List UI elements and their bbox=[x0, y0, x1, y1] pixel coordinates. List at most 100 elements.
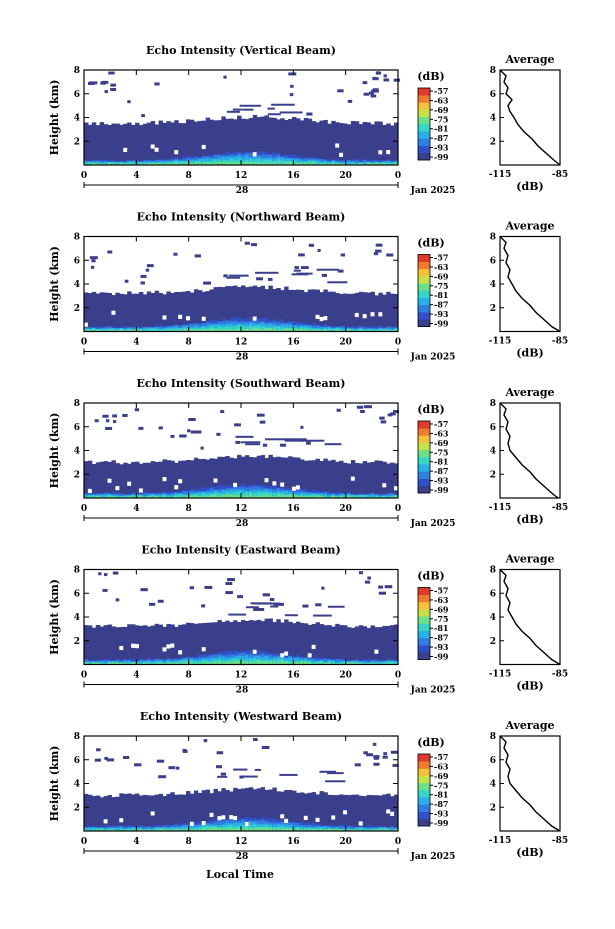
echo-cell bbox=[221, 660, 226, 665]
scattered-echo bbox=[366, 753, 374, 757]
echo-cell bbox=[217, 162, 222, 165]
x-tick-label: 4 bbox=[133, 338, 139, 348]
colorbar-unit: (dB) bbox=[417, 403, 444, 416]
scattered-echo bbox=[179, 434, 187, 438]
echo-cell bbox=[354, 462, 360, 498]
echo-cell bbox=[87, 162, 93, 165]
scattered-echo bbox=[262, 443, 268, 447]
scattered-echo bbox=[373, 252, 379, 256]
data-gap bbox=[303, 815, 309, 820]
echo-cell bbox=[335, 829, 340, 831]
colorbar-swatch bbox=[418, 630, 430, 639]
colorbar-swatch bbox=[418, 790, 430, 798]
colorbar-swatch bbox=[418, 587, 430, 595]
data-gap bbox=[123, 147, 128, 152]
echo-cell bbox=[248, 658, 254, 665]
echo-cell bbox=[209, 458, 215, 498]
data-gap bbox=[87, 488, 93, 494]
echo-cell bbox=[319, 624, 324, 665]
echo-cell bbox=[119, 662, 124, 665]
echo-cell bbox=[174, 162, 179, 165]
echo-cell bbox=[237, 454, 242, 498]
echo-cell bbox=[99, 626, 105, 665]
echo-cell bbox=[146, 163, 152, 165]
echo-cell bbox=[339, 794, 344, 831]
scattered-echo bbox=[217, 775, 228, 778]
scattered-echo bbox=[127, 100, 131, 104]
data-gap bbox=[221, 815, 226, 820]
echo-cell bbox=[95, 495, 101, 498]
echo-cell bbox=[221, 327, 226, 332]
echo-cell bbox=[233, 326, 238, 332]
echo-cell bbox=[123, 462, 128, 498]
echo-cell bbox=[315, 661, 320, 665]
data-gap bbox=[284, 818, 289, 824]
scattered-echo bbox=[390, 412, 396, 416]
data-gap bbox=[378, 150, 383, 155]
echo-cell bbox=[205, 662, 211, 665]
echo-cell bbox=[162, 795, 167, 831]
echo-cell bbox=[323, 829, 328, 831]
echo-cell bbox=[288, 657, 293, 665]
colorbar-tick-label: -99 bbox=[434, 319, 449, 329]
echo-cell bbox=[354, 827, 360, 831]
echo-cell bbox=[303, 829, 309, 831]
echo-cell bbox=[182, 291, 187, 332]
echo-cell bbox=[323, 119, 328, 165]
echo-cell bbox=[146, 462, 152, 498]
scattered-echo bbox=[383, 74, 387, 78]
y-tick-label: 6 bbox=[74, 423, 80, 433]
echo-cell bbox=[390, 496, 395, 498]
echo-cell bbox=[170, 122, 175, 165]
scattered-echo bbox=[363, 751, 368, 755]
scattered-echo bbox=[373, 755, 380, 759]
echo-cell bbox=[91, 627, 97, 665]
echo-cell bbox=[331, 163, 336, 165]
echo-cell bbox=[327, 123, 332, 165]
echo-cell bbox=[241, 825, 246, 831]
scattered-echo bbox=[223, 75, 227, 79]
echo-cell bbox=[170, 292, 175, 332]
echo-cell bbox=[280, 160, 285, 165]
echo-cell bbox=[276, 456, 281, 498]
x-tick-label: 8 bbox=[186, 671, 192, 681]
colorbar-swatch bbox=[418, 485, 430, 494]
echo-cell bbox=[366, 292, 372, 332]
echo-cell bbox=[217, 661, 222, 665]
echo-cell bbox=[158, 120, 163, 165]
echo-cell bbox=[378, 328, 383, 332]
echo-cell bbox=[315, 495, 320, 498]
echo-cell bbox=[182, 828, 187, 831]
profile-y-tick-label: 8 bbox=[490, 732, 496, 742]
echo-cell bbox=[95, 462, 101, 498]
echo-cell bbox=[386, 291, 391, 332]
echo-cell bbox=[193, 162, 199, 165]
echo-cell bbox=[272, 787, 277, 831]
colorbar-tick-label: -81 bbox=[434, 457, 448, 467]
data-gap bbox=[378, 312, 383, 317]
echo-cell bbox=[394, 463, 399, 498]
data-gap bbox=[174, 485, 179, 490]
echo-cell bbox=[84, 662, 89, 665]
heatmap bbox=[84, 241, 399, 332]
echo-cell bbox=[331, 495, 336, 498]
scattered-echo bbox=[123, 756, 130, 760]
echo-cell bbox=[150, 661, 156, 665]
echo-cell bbox=[182, 123, 187, 165]
echo-cell bbox=[87, 661, 93, 665]
colorbar-swatch bbox=[418, 601, 430, 610]
echo-cell bbox=[197, 459, 203, 498]
echo-cell bbox=[166, 163, 171, 165]
echo-cell bbox=[166, 829, 171, 831]
y-axis-label: Height (km) bbox=[48, 579, 61, 655]
echo-cell bbox=[91, 328, 97, 332]
echo-cell bbox=[382, 461, 387, 498]
echo-cell bbox=[276, 163, 281, 165]
echo-cell bbox=[107, 495, 112, 498]
colorbar-swatch bbox=[418, 652, 430, 660]
echo-cell bbox=[229, 827, 234, 831]
echo-cell bbox=[378, 292, 383, 332]
echo-cell bbox=[182, 624, 187, 665]
echo-cell bbox=[382, 827, 387, 831]
echo-cell bbox=[135, 122, 140, 165]
